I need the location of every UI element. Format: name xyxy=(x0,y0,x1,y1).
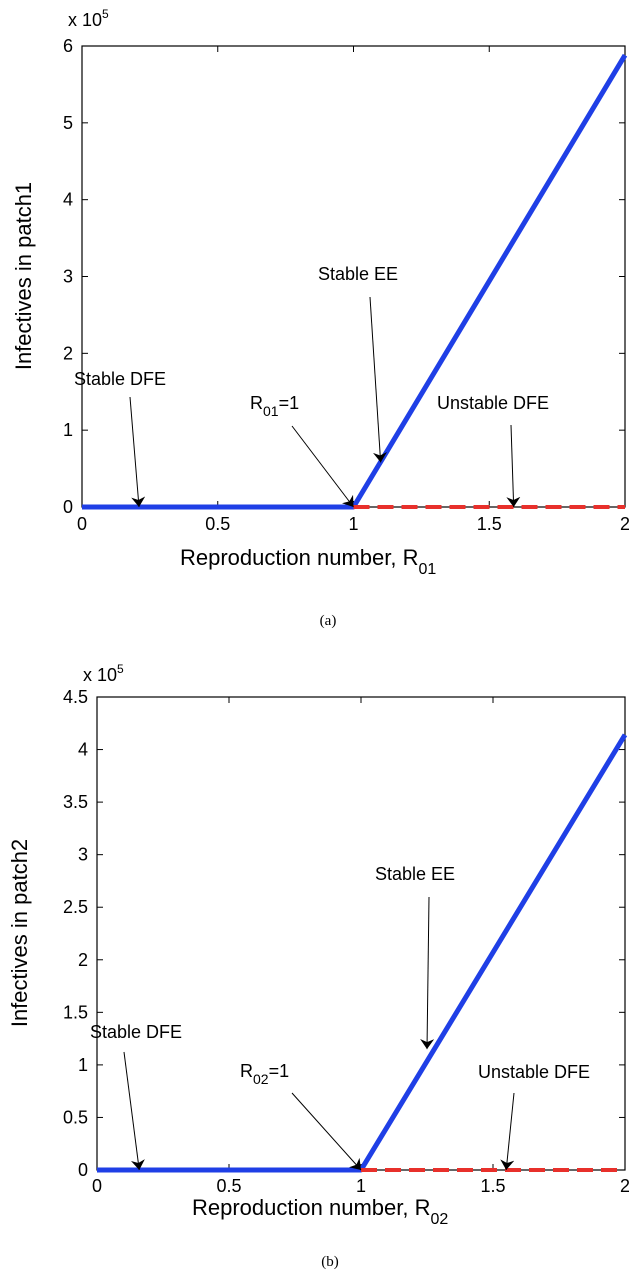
annotation-layer: Stable DFE R01=1 Stable EE Unstable DFE xyxy=(74,264,549,508)
annotation-threshold: R01=1 xyxy=(250,393,299,419)
y-tick-label: 6 xyxy=(63,36,73,56)
series-layer xyxy=(97,733,628,1173)
figure-caption-b: (b) xyxy=(321,1254,339,1270)
x-tick-label: 2 xyxy=(620,514,629,534)
tick-layer: 0 0.5 1 1.5 2 0 0.5 1 1.5 2 2.5 3 3.5 4 4.5 xyxy=(63,687,629,1196)
x-tick-label: 1.5 xyxy=(480,1176,505,1196)
y-tick-label: 3.5 xyxy=(63,792,88,812)
annotation-arrow xyxy=(291,1092,362,1171)
annotation-unstable-dfe: Unstable DFE xyxy=(437,393,549,413)
annotation-arrow xyxy=(420,896,435,1050)
y-tick-label: 2 xyxy=(63,343,73,363)
annotation-arrow xyxy=(369,296,387,463)
x-tick-label: 1.5 xyxy=(477,514,502,534)
x-tick-label: 0.5 xyxy=(216,1176,241,1196)
y-tick-label: 0.5 xyxy=(63,1107,88,1127)
y-tick-label: 2.5 xyxy=(63,897,88,917)
annotation-stable-ee: Stable EE xyxy=(318,264,398,284)
annotation-arrow xyxy=(291,425,354,508)
y-tick-label: 4 xyxy=(63,190,73,210)
stable-branch-line xyxy=(97,733,628,1173)
y-exponent-label: x 105 xyxy=(83,662,124,685)
annotation-arrow xyxy=(129,396,146,508)
annotation-arrow xyxy=(500,1092,515,1171)
y-tick-label: 4 xyxy=(78,740,88,760)
chart-panel-b: x 105 0 0.5 1 1.5 2 0 0.5 1 1.5 2 2.5 3 3.5 4 4.5 Stab… xyxy=(7,662,629,1270)
annotation-threshold: R02=1 xyxy=(240,1061,289,1087)
x-tick-label: 2 xyxy=(620,1176,629,1196)
annotation-stable-ee: Stable EE xyxy=(375,864,455,884)
annotation-arrow xyxy=(123,1051,145,1171)
y-tick-label: 0 xyxy=(63,497,73,517)
annotation-layer: Stable DFE R02=1 Stable EE Unstable DFE xyxy=(90,864,590,1171)
tick-layer: 0 0.5 1 1.5 2 0 1 2 3 4 5 6 xyxy=(63,36,629,534)
y-tick-label: 1 xyxy=(63,420,73,440)
y-tick-label: 1.5 xyxy=(63,1002,88,1022)
plot-frame xyxy=(96,696,626,1171)
annotation-stable-dfe: Stable DFE xyxy=(74,369,166,389)
annotation-unstable-dfe: Unstable DFE xyxy=(478,1062,590,1082)
y-tick-label: 1 xyxy=(78,1055,88,1075)
x-tick-label: 0 xyxy=(92,1176,102,1196)
figure-caption-a: (a) xyxy=(320,613,337,629)
x-tick-label: 0.5 xyxy=(205,514,230,534)
annotation-arrow xyxy=(506,424,521,508)
x-tick-label: 0 xyxy=(77,514,87,534)
y-exponent-label: x 105 xyxy=(68,7,109,30)
y-axis-label: Infectives in patch1 xyxy=(11,182,36,370)
y-tick-label: 5 xyxy=(63,113,73,133)
y-tick-label: 3 xyxy=(63,267,73,287)
y-tick-label: 2 xyxy=(78,950,88,970)
x-axis-label: Reproduction number, R01 xyxy=(180,545,436,578)
annotation-stable-dfe: Stable DFE xyxy=(90,1022,182,1042)
y-tick-label: 3 xyxy=(78,845,88,865)
x-tick-label: 1 xyxy=(348,514,358,534)
x-tick-label: 1 xyxy=(356,1176,366,1196)
y-tick-label: 0 xyxy=(78,1160,88,1180)
y-tick-label: 4.5 xyxy=(63,687,88,707)
y-axis-label: Infectives in patch2 xyxy=(7,839,32,1027)
x-axis-label: Reproduction number, R02 xyxy=(192,1195,448,1228)
